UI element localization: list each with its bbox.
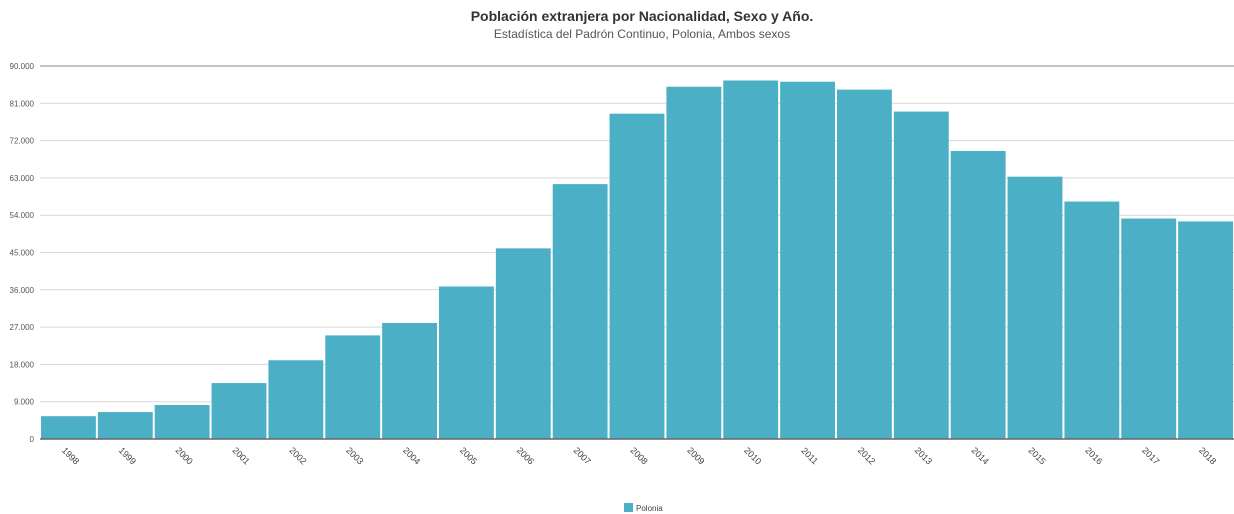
y-tick-label: 81.000 xyxy=(10,99,35,108)
x-tick-label: 1998 xyxy=(60,445,81,466)
bar-2018[interactable] xyxy=(1178,221,1233,439)
x-tick-label: 2018 xyxy=(1197,445,1218,466)
legend-label: Polonia xyxy=(636,504,663,513)
bars xyxy=(41,80,1233,440)
chart-title: Población extranjera por Nacionalidad, S… xyxy=(471,8,814,24)
x-tick-label: 2012 xyxy=(856,445,877,466)
y-tick-label: 18.000 xyxy=(10,360,35,369)
bar-2008[interactable] xyxy=(609,113,665,440)
bar-2015[interactable] xyxy=(1007,176,1063,439)
bar-2010[interactable] xyxy=(723,80,779,439)
y-tick-label: 45.000 xyxy=(10,249,35,258)
y-tick-label: 63.000 xyxy=(10,174,35,183)
x-tick-label: 2002 xyxy=(287,445,308,466)
x-tick-label: 2004 xyxy=(401,445,422,466)
bar-2014[interactable] xyxy=(950,150,1006,439)
x-tick-label: 2007 xyxy=(572,445,593,466)
y-tick-label: 9.000 xyxy=(14,398,35,407)
legend-swatch xyxy=(624,503,633,512)
x-tick-label: 2006 xyxy=(515,445,536,466)
bar-2001[interactable] xyxy=(211,383,267,439)
bar-2002[interactable] xyxy=(268,360,324,439)
y-axis-ticks: 0 9.000 18.000 27.000 36.000 45.000 54.000 63.0… xyxy=(10,62,35,444)
x-tick-label: 2011 xyxy=(799,445,820,466)
bar-2004[interactable] xyxy=(382,322,437,439)
y-tick-label: 54.000 xyxy=(10,211,35,220)
y-tick-label: 72.000 xyxy=(10,137,35,146)
x-tick-label: 2009 xyxy=(685,445,706,466)
x-tick-label: 2005 xyxy=(458,445,479,466)
y-tick-label: 90.000 xyxy=(10,62,35,71)
y-tick-label: 0 xyxy=(30,435,35,444)
bar-2000[interactable] xyxy=(154,405,210,439)
legend[interactable]: Polonia xyxy=(624,503,663,513)
x-tick-label: 2015 xyxy=(1027,445,1048,466)
bar-2013[interactable] xyxy=(893,111,949,439)
y-tick-label: 27.000 xyxy=(10,323,35,332)
x-tick-label: 2000 xyxy=(174,445,195,466)
bar-2007[interactable] xyxy=(552,184,608,439)
x-tick-label: 2017 xyxy=(1140,445,1161,466)
x-tick-label: 2013 xyxy=(913,445,934,466)
bar-1999[interactable] xyxy=(97,412,153,439)
bar-2016[interactable] xyxy=(1064,201,1120,439)
bar-2005[interactable] xyxy=(439,286,494,439)
bar-2017[interactable] xyxy=(1121,218,1177,439)
x-axis-ticks: 1998 1999 2000 2001 2002 2003 2004 2005 2006 2007… xyxy=(60,445,1218,466)
x-tick-label: 2008 xyxy=(629,445,650,466)
x-tick-label: 2016 xyxy=(1083,445,1104,466)
x-tick-label: 2014 xyxy=(970,445,991,466)
bar-1998[interactable] xyxy=(41,416,96,439)
bar-2012[interactable] xyxy=(837,89,892,439)
bar-2011[interactable] xyxy=(780,81,835,439)
x-tick-label: 2001 xyxy=(231,445,252,466)
bar-2006[interactable] xyxy=(495,248,551,439)
x-tick-label: 1999 xyxy=(117,445,138,466)
x-tick-label: 2003 xyxy=(344,445,365,466)
bar-2003[interactable] xyxy=(325,335,381,439)
bar-2009[interactable] xyxy=(666,86,722,439)
x-tick-label: 2010 xyxy=(742,445,763,466)
y-tick-label: 36.000 xyxy=(10,286,35,295)
chart-subtitle: Estadística del Padrón Continuo, Polonia… xyxy=(494,27,790,41)
